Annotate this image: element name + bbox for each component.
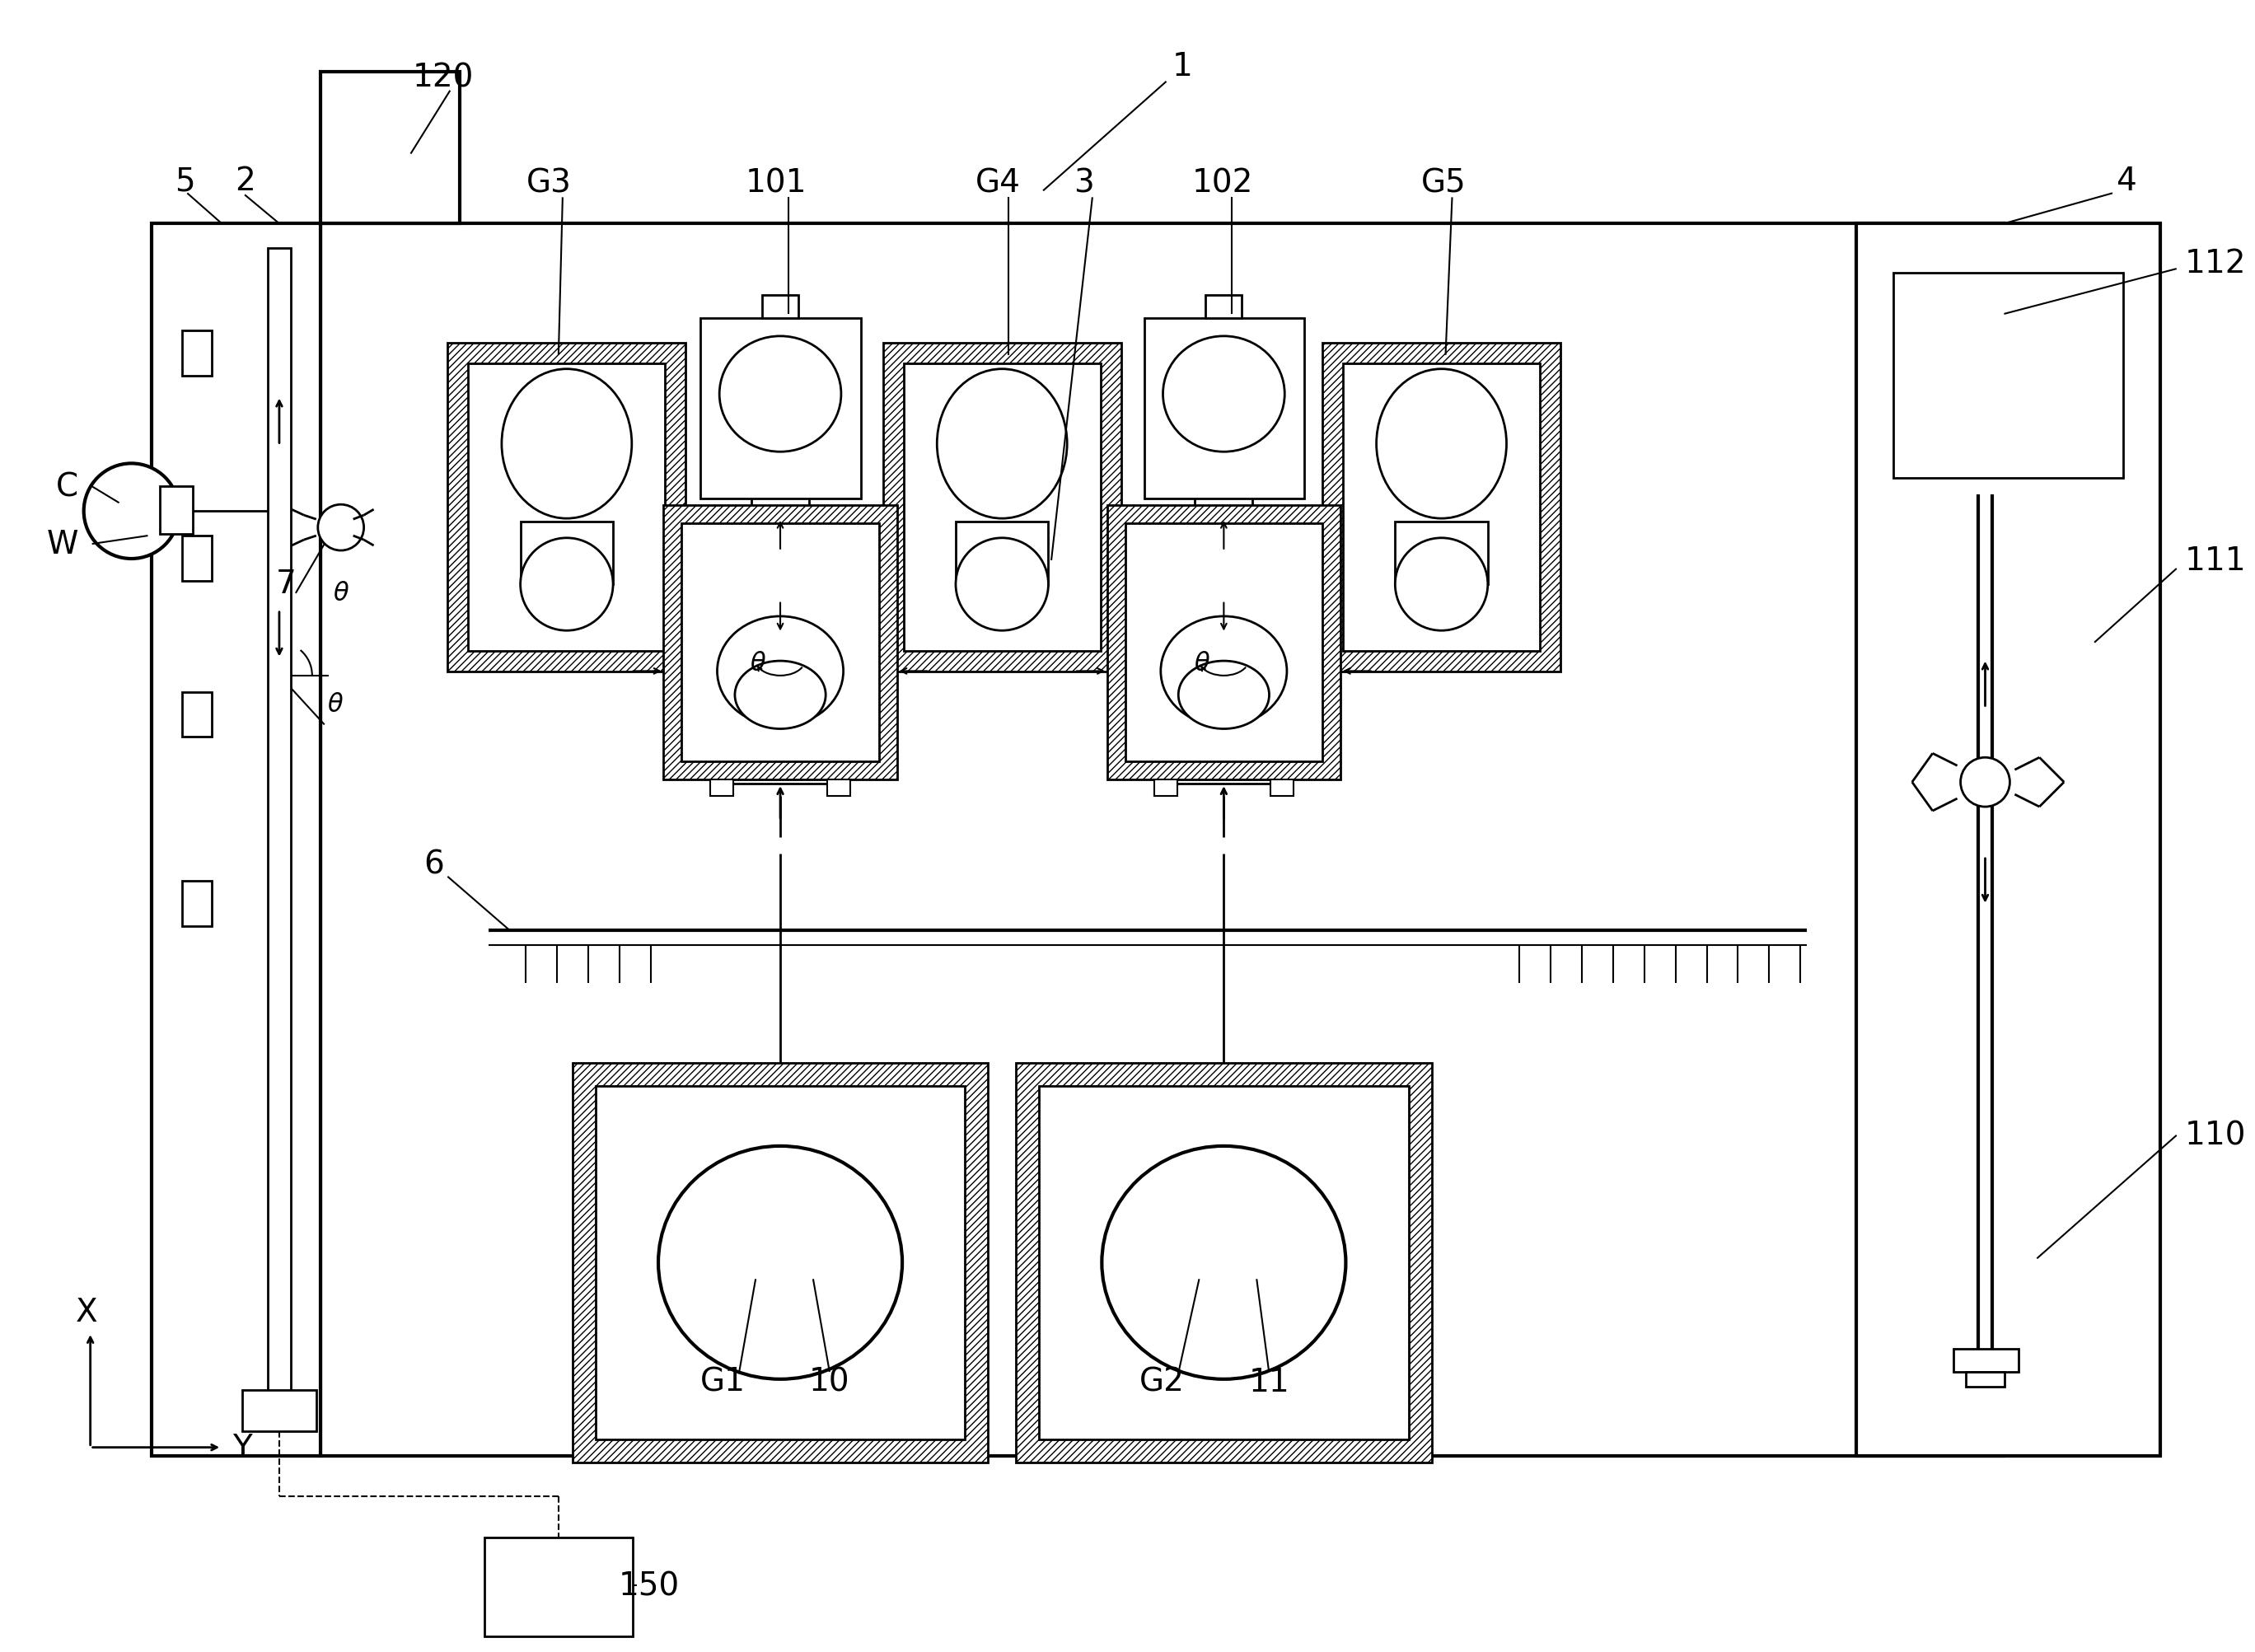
Text: 1: 1	[1173, 51, 1193, 83]
Bar	[573, 1064, 988, 1462]
Bar	[183, 692, 212, 737]
Bar	[1107, 506, 1339, 780]
Bar	[1143, 319, 1303, 499]
Text: 150: 150	[618, 1569, 679, 1601]
Text: $\theta$: $\theta$	[1193, 651, 1211, 676]
Bar	[1953, 1350, 2018, 1371]
Bar	[268, 249, 291, 1414]
Ellipse shape	[1960, 758, 2009, 808]
Bar	[1270, 780, 1294, 796]
Bar	[183, 881, 212, 927]
Ellipse shape	[318, 506, 363, 552]
Bar	[485, 1538, 631, 1635]
Bar	[1040, 1087, 1409, 1439]
Bar	[521, 522, 613, 585]
Text: G2: G2	[1139, 1366, 1184, 1398]
Bar	[1396, 522, 1488, 585]
Text: 4: 4	[2115, 165, 2135, 197]
Text: 6: 6	[424, 849, 444, 881]
Bar	[449, 344, 686, 672]
Text: G3: G3	[525, 167, 571, 198]
Text: 11: 11	[1249, 1366, 1290, 1398]
Bar	[1125, 524, 1321, 762]
Bar	[1017, 1064, 1432, 1462]
Bar	[956, 522, 1049, 585]
Text: X: X	[74, 1297, 97, 1328]
Text: $\theta$: $\theta$	[327, 692, 343, 717]
Text: C: C	[56, 471, 79, 502]
Bar	[241, 1389, 316, 1431]
Bar	[320, 225, 2005, 1455]
Ellipse shape	[956, 539, 1049, 631]
Text: 102: 102	[1191, 167, 1254, 198]
Bar	[1894, 274, 2124, 479]
Bar	[762, 296, 798, 319]
Text: $\theta$: $\theta$	[331, 582, 350, 606]
Ellipse shape	[1103, 1146, 1346, 1379]
Text: 5: 5	[174, 165, 194, 197]
Ellipse shape	[1179, 661, 1270, 729]
Text: 111: 111	[2185, 545, 2246, 577]
Bar	[884, 344, 1121, 672]
Bar	[1206, 296, 1243, 319]
Ellipse shape	[521, 539, 613, 631]
Bar	[1321, 344, 1560, 672]
Text: G4: G4	[976, 167, 1022, 198]
Bar	[828, 780, 850, 796]
Text: W: W	[47, 529, 79, 560]
Bar	[710, 780, 733, 796]
Bar	[183, 537, 212, 582]
Ellipse shape	[658, 1146, 902, 1379]
Bar	[1344, 363, 1540, 651]
Bar	[663, 506, 897, 780]
Ellipse shape	[938, 370, 1067, 519]
Text: 7: 7	[275, 568, 295, 600]
Bar	[1856, 225, 2160, 1455]
Bar	[701, 319, 861, 499]
Ellipse shape	[1161, 616, 1288, 727]
Text: 10: 10	[810, 1366, 850, 1398]
Bar	[904, 363, 1100, 651]
Text: 110: 110	[2185, 1120, 2246, 1151]
Text: G5: G5	[1421, 167, 1466, 198]
Text: G1: G1	[699, 1366, 746, 1398]
Ellipse shape	[83, 464, 178, 558]
Text: Y: Y	[232, 1432, 253, 1464]
Ellipse shape	[735, 661, 825, 729]
Bar	[681, 524, 879, 762]
Text: 2: 2	[235, 165, 255, 197]
Bar	[1966, 1371, 2005, 1386]
Bar	[595, 1087, 965, 1439]
Bar	[320, 73, 460, 225]
Ellipse shape	[1376, 370, 1506, 519]
Ellipse shape	[1164, 337, 1285, 453]
Text: 101: 101	[746, 167, 807, 198]
Ellipse shape	[501, 370, 631, 519]
Ellipse shape	[717, 616, 843, 727]
Ellipse shape	[719, 337, 841, 453]
Text: 120: 120	[413, 63, 474, 94]
Ellipse shape	[1396, 539, 1488, 631]
Bar	[151, 225, 320, 1455]
Text: $\theta$: $\theta$	[751, 651, 767, 676]
Text: 112: 112	[2185, 248, 2246, 279]
Bar	[160, 487, 194, 535]
Text: 3: 3	[1073, 167, 1094, 198]
Bar	[1155, 780, 1177, 796]
Bar	[183, 330, 212, 377]
Bar	[469, 363, 665, 651]
